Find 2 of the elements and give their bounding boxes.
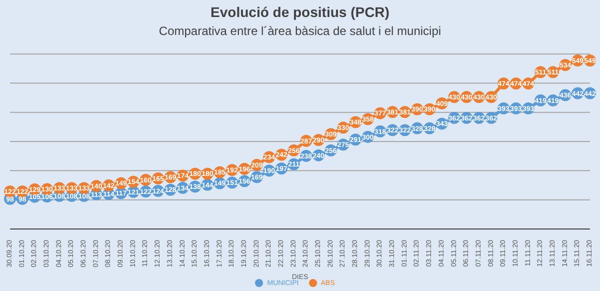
chart-title: Evolució de positius (PCR) <box>210 4 390 20</box>
chart-subtitle: Comparativa entre l´àrea bàsica de salut i el municipi <box>158 24 442 38</box>
